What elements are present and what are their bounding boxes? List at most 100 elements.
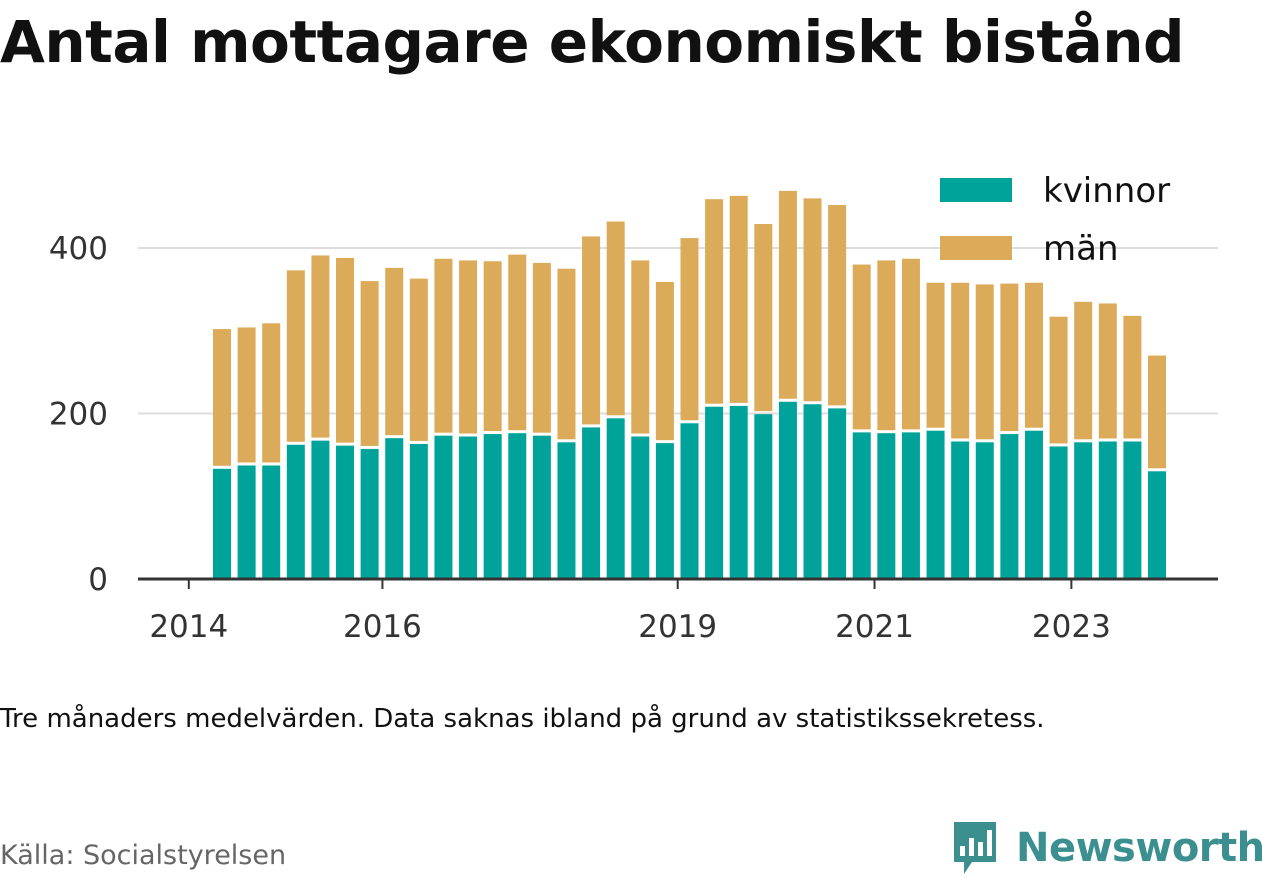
bar-man	[680, 238, 699, 421]
bar-group	[631, 260, 650, 579]
bar-man	[1074, 301, 1093, 440]
bar-group	[262, 323, 281, 579]
bar-man	[926, 282, 945, 428]
bar-man	[1000, 283, 1019, 432]
bar-group	[237, 327, 256, 579]
bar-man	[1123, 315, 1142, 439]
bar-kvinnor	[901, 432, 920, 579]
bar-man	[582, 236, 601, 425]
source-label: Källa: Socialstyrelsen	[0, 840, 287, 871]
bar-group	[1024, 282, 1043, 579]
x-tick-label: 2016	[343, 609, 422, 645]
bar-kvinnor	[286, 444, 305, 579]
bar-group	[508, 254, 527, 579]
bar-group	[409, 278, 428, 579]
chart-note: Tre månaders medelvärden. Data saknas ib…	[0, 704, 1045, 734]
bar-group	[754, 224, 773, 579]
bar-group	[1098, 303, 1117, 579]
bar-man	[213, 329, 231, 466]
bar-man	[360, 281, 379, 446]
bar-group	[1049, 316, 1068, 579]
bar-kvinnor	[606, 418, 625, 579]
bar-man	[1098, 303, 1117, 439]
bar-kvinnor	[778, 401, 797, 579]
legend-swatch-män	[940, 236, 1012, 260]
bar-group	[336, 257, 355, 579]
bar-kvinnor	[557, 442, 576, 579]
x-tick-label: 2014	[149, 609, 228, 645]
bar-kvinnor	[213, 468, 231, 579]
bar-group	[582, 236, 601, 579]
bar-man	[557, 268, 576, 440]
bar-man	[631, 260, 650, 434]
bar-man	[606, 221, 625, 416]
bar-kvinnor	[434, 435, 453, 579]
bar-kvinnor	[1049, 446, 1068, 579]
bar-kvinnor	[582, 427, 601, 579]
bar-group	[360, 281, 379, 579]
bar-kvinnor	[951, 441, 970, 579]
bar-man	[729, 195, 748, 403]
axes: 0 200 400 2014 2016 2019 2021 2023	[49, 231, 1218, 645]
bar-group	[877, 260, 896, 579]
bar-kvinnor	[926, 430, 945, 579]
bar-group	[1123, 315, 1142, 579]
bar-kvinnor	[1123, 441, 1142, 579]
legend-label: kvinnor	[1043, 171, 1170, 211]
y-tick-label: 400	[49, 231, 108, 267]
bar-man	[655, 281, 674, 441]
bar-man	[532, 262, 551, 433]
y-tick-label: 0	[88, 562, 108, 598]
bar-kvinnor	[508, 433, 527, 579]
bar-kvinnor	[680, 423, 699, 579]
bar-kvinnor	[975, 442, 994, 579]
bar-kvinnor	[655, 443, 674, 579]
legend: kvinnor män	[940, 171, 1170, 269]
bar-man	[237, 327, 256, 463]
bar-man	[409, 278, 428, 441]
bar-group	[901, 258, 920, 579]
bar-man	[459, 260, 478, 434]
bar-kvinnor	[532, 435, 551, 579]
bar-group	[1000, 283, 1019, 579]
bar-kvinnor	[409, 443, 428, 579]
bar-group	[778, 190, 797, 579]
bar-kvinnor	[631, 436, 650, 579]
bar-group	[680, 238, 699, 579]
bar-group	[459, 260, 478, 579]
bar-group	[803, 198, 822, 579]
bar-group	[655, 281, 674, 579]
bar-group	[828, 204, 847, 579]
bar-group	[286, 270, 305, 579]
bar-group	[951, 282, 970, 579]
bar-kvinnor	[237, 465, 256, 579]
bar-man	[852, 264, 871, 430]
bar-group	[606, 221, 625, 579]
newsworthy-icon	[954, 822, 996, 874]
bar-group	[213, 329, 231, 579]
bar-kvinnor	[852, 432, 871, 579]
chart-svg: 0 200 400 2014 2016 2019 2021 2023 kvinnor män	[49, 171, 1218, 645]
bar-man	[778, 190, 797, 399]
bar-kvinnor	[1074, 442, 1093, 579]
bar-group	[926, 282, 945, 579]
bar-group	[729, 195, 748, 579]
bar-kvinnor	[729, 405, 748, 579]
legend-swatch-kvinnor	[940, 178, 1012, 202]
bar-group	[975, 284, 994, 579]
legend-label: män	[1043, 229, 1119, 269]
bar-kvinnor	[754, 414, 773, 579]
bar-man	[1148, 355, 1166, 469]
bar-man	[803, 198, 822, 402]
brand-logo: Newsworthy	[950, 818, 1262, 878]
brand-name: Newsworthy	[1016, 825, 1262, 871]
bar-man	[901, 258, 920, 430]
bar-kvinnor	[1024, 430, 1043, 579]
bar-man	[508, 254, 527, 431]
bars	[213, 190, 1166, 579]
bar-group	[385, 267, 404, 579]
bar-man	[483, 261, 502, 432]
x-tick-label: 2019	[638, 609, 717, 645]
bar-kvinnor	[877, 433, 896, 579]
chart-title: Antal mottagare ekonomiskt bistånd	[0, 8, 1185, 76]
